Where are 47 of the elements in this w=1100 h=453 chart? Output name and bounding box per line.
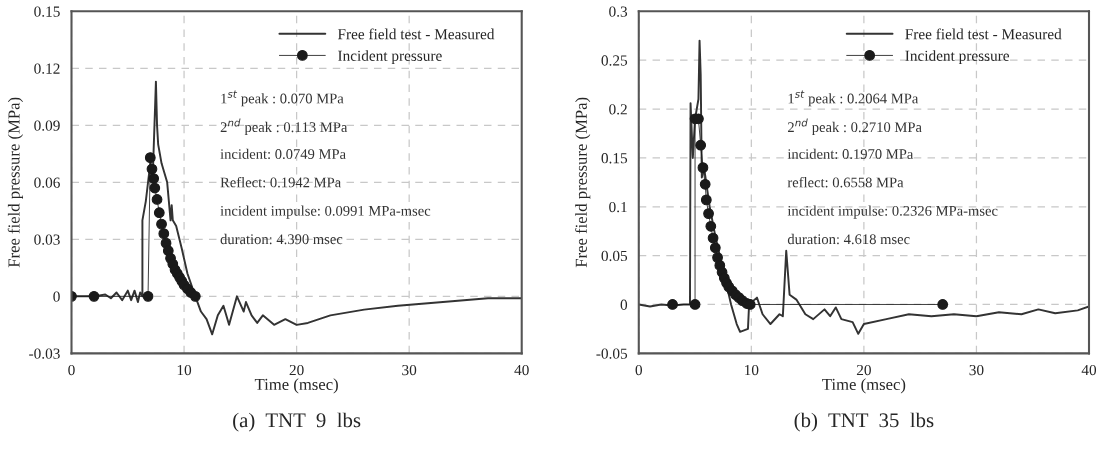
annotation: duration: 4.390 msec — [220, 233, 343, 245]
legend-label: Free field test - Measured — [337, 28, 495, 40]
y-tick-label: 0 — [53, 291, 60, 302]
legend-label: Free field test - Measured — [905, 28, 1062, 40]
x-tick-label: 20 — [856, 364, 871, 376]
y-axis-title: Free field pressure (MPa) — [575, 97, 591, 268]
x-tick-label: 30 — [969, 364, 984, 376]
x-tick-label: 10 — [177, 364, 192, 376]
annotation: 2$^{nd}$ peak : 0.2710 MPa — [787, 118, 922, 136]
y-tick-label: 0.05 — [601, 250, 628, 262]
y-tick-label: -0.03 — [29, 348, 60, 359]
legend-label: Incident pressure — [338, 50, 442, 65]
annotation: incident: 0.0749 MPa — [220, 148, 346, 160]
legend-label: Incident pressure — [905, 50, 1010, 65]
y-tick-label: 0 — [620, 299, 628, 310]
annotation: duration: 4.618 msec — [787, 233, 910, 245]
x-tick-label: 20 — [289, 364, 304, 376]
annotation: 1$^{st}$ peak : 0.070 MPa — [221, 90, 344, 107]
annotation: reflect: 0.6558 MPa — [787, 176, 904, 188]
x-axis-title: Time (msec) — [822, 378, 906, 394]
y-tick-label: 0.2 — [609, 104, 627, 115]
y-tick-label: 0.15 — [34, 6, 60, 17]
annotation: 1$^{st}$ peak : 0.2064 MPa — [788, 90, 919, 107]
y-tick-label: 0.12 — [34, 63, 60, 74]
text: (a) TNT 9 lbs — [233, 412, 361, 432]
x-tick-label: 0 — [635, 364, 643, 376]
x-tick-label: 0 — [68, 364, 75, 376]
y-tick-label: 0.09 — [34, 120, 60, 131]
x-tick-label: 30 — [402, 364, 417, 376]
x-tick-label: 40 — [1081, 364, 1097, 376]
annotation: 2$^{nd}$ peak : 0.113 MPa — [220, 118, 348, 136]
y-tick-label: 0.25 — [601, 55, 628, 66]
y-axis-title: Free field pressure (MPa) — [7, 97, 24, 268]
y-tick-label: 0.3 — [609, 6, 628, 17]
text: (b) TNT 35 lbs — [794, 412, 934, 432]
y-tick-label: 0.15 — [601, 153, 628, 164]
x-axis-title: Time (msec) — [254, 378, 338, 394]
annotation: incident impulse: 0.0991 MPa-msec — [220, 205, 431, 219]
x-tick-label: 10 — [745, 364, 759, 376]
y-tick-label: 0.06 — [34, 177, 60, 188]
y-tick-label: 0.1 — [609, 201, 627, 213]
annotation: incident: 0.1970 MPa — [787, 148, 914, 160]
y-tick-label: 0.03 — [34, 234, 60, 245]
y-tick-label: -0.05 — [596, 348, 628, 359]
annotation: incident impulse: 0.2326 MPa-msec — [787, 205, 998, 219]
x-tick-label: 40 — [514, 364, 529, 376]
annotation: Reflect: 0.1942 MPa — [220, 176, 341, 188]
